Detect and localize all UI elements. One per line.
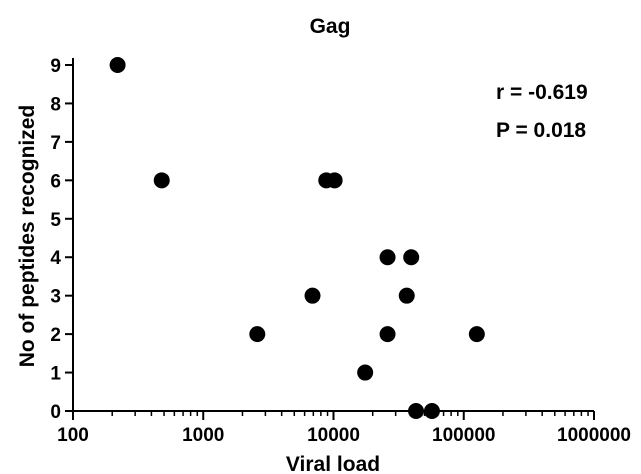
y-axis-title: No of peptides recognized xyxy=(16,105,39,368)
x-axis-title: Viral load xyxy=(286,453,380,474)
data-point xyxy=(408,403,425,419)
data-point xyxy=(357,364,374,381)
y-tick-label: 6 xyxy=(50,171,61,192)
y-tick-label: 1 xyxy=(50,364,61,385)
y-tick-label: 8 xyxy=(50,94,61,115)
y-tick-label: 7 xyxy=(50,133,61,154)
data-point xyxy=(403,249,420,266)
x-tick-label: 1000 xyxy=(182,425,224,446)
data-point xyxy=(249,326,266,343)
p-value-annotation: P = 0.018 xyxy=(496,119,586,142)
x-tick-label: 100000 xyxy=(432,425,495,446)
y-tick-label: 9 xyxy=(50,56,61,77)
y-tick-label: 2 xyxy=(50,325,61,346)
y-tick-label: 5 xyxy=(50,210,61,231)
data-point xyxy=(379,249,396,266)
data-point xyxy=(304,287,321,304)
chart-title: Gag xyxy=(310,15,351,38)
data-point xyxy=(109,57,126,73)
data-point xyxy=(398,287,415,304)
x-tick-label: 100 xyxy=(57,425,89,446)
x-axis-ticks: 100 1000 10000 100000 1000000 xyxy=(57,411,631,446)
data-point xyxy=(423,403,440,419)
x-tick-label: 1000000 xyxy=(557,425,631,446)
annotation-group: r = -0.619 P = 0.018 xyxy=(496,81,588,142)
y-tick-label: 4 xyxy=(50,248,61,269)
correlation-r-annotation: r = -0.619 xyxy=(496,81,588,104)
data-point xyxy=(379,326,396,343)
y-tick-label: 0 xyxy=(50,402,61,423)
data-point xyxy=(326,172,343,189)
x-tick-label: 10000 xyxy=(307,425,360,446)
data-point xyxy=(468,326,485,343)
y-tick-label: 3 xyxy=(50,287,61,308)
data-points xyxy=(109,57,485,419)
data-point xyxy=(153,172,170,189)
y-axis-ticks: 0 1 2 3 4 5 6 7 8 9 xyxy=(50,56,73,423)
